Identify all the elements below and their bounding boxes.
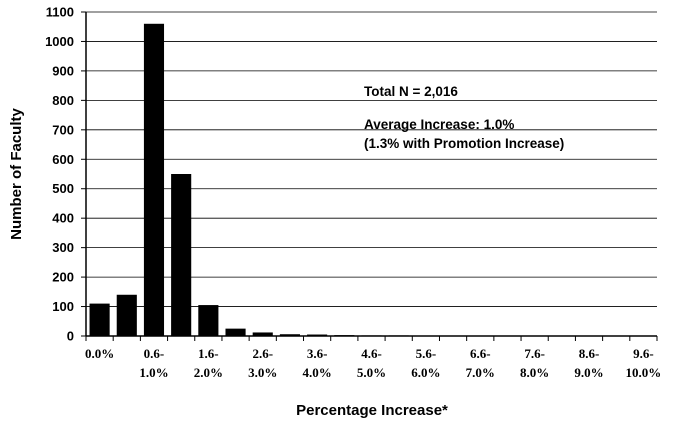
x-tick-label: 0.0% — [85, 346, 114, 361]
bar — [198, 305, 219, 336]
y-tick-label: 1100 — [46, 5, 74, 20]
x-axis-ticks: 0.0% 0.6-1.0% 1.6-2.0% 2.6-3.0% 3.6-4.0% 4.6-… — [85, 336, 661, 380]
y-tick-label: 200 — [52, 270, 74, 285]
x-tick-label: 9.6-10.0% — [626, 346, 662, 380]
x-tick-label: 1.6-2.0% — [194, 346, 223, 380]
y-tick-label: 300 — [52, 240, 74, 255]
y-tick-label: 600 — [52, 152, 74, 167]
bar — [279, 334, 300, 336]
y-axis-title: Number of Faculty — [8, 108, 25, 240]
annotation-promotion-increase: (1.3% with Promotion Increase) — [364, 136, 564, 151]
y-tick-label: 1000 — [45, 34, 74, 49]
y-tick-label: 700 — [52, 122, 74, 137]
x-tick-label: 0.6-1.0% — [139, 346, 168, 380]
y-tick-label: 0 — [67, 329, 74, 344]
annotation-total-n: Total N = 2,016 — [364, 84, 458, 99]
y-tick-label: 100 — [52, 299, 74, 314]
y-tick-label: 500 — [52, 181, 74, 196]
y-axis-ticks: 0 100 200 300 400 500 600 700 800 900 1000 1100 — [45, 5, 86, 344]
x-tick-label: 8.6-9.0% — [574, 346, 603, 380]
x-axis-title: Percentage Increase* — [296, 402, 448, 419]
y-tick-label: 400 — [52, 211, 74, 226]
bar — [116, 294, 137, 336]
x-tick-label: 4.6-5.0% — [357, 346, 386, 380]
bar — [225, 328, 246, 336]
x-tick-label: 2.6-3.0% — [248, 346, 277, 380]
bar — [252, 332, 273, 336]
x-tick-label: 5.6-6.0% — [411, 346, 440, 380]
x-tick-label: 6.6-7.0% — [466, 346, 495, 380]
y-tick-label: 900 — [52, 63, 74, 78]
bar — [171, 174, 192, 336]
bar — [89, 303, 110, 336]
y-tick-label: 800 — [52, 93, 74, 108]
x-tick-label: 3.6-4.0% — [302, 346, 331, 380]
bar — [143, 23, 165, 336]
x-tick-label: 7.6-8.0% — [520, 346, 549, 380]
bars — [89, 23, 409, 336]
annotation-average-increase: Average Increase: 1.0% — [364, 117, 514, 132]
